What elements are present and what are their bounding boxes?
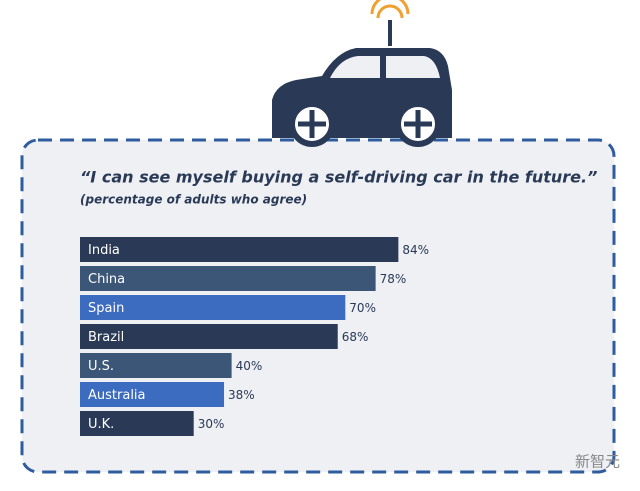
chart-title: “I can see myself buying a self-driving …	[80, 168, 597, 187]
bar	[80, 382, 225, 407]
chart-subtitle: (percentage of adults who agree)	[80, 193, 307, 207]
category-label: Spain	[88, 301, 124, 316]
bar	[80, 266, 376, 291]
category-label: China	[88, 272, 125, 287]
category-label: Australia	[88, 388, 146, 403]
value-label: 40%	[236, 359, 263, 373]
bar	[80, 411, 194, 436]
bar	[80, 295, 346, 320]
value-label: 84%	[402, 243, 429, 257]
value-label: 68%	[342, 330, 369, 344]
category-label: Brazil	[88, 330, 124, 345]
bar	[80, 353, 232, 378]
value-label: 78%	[380, 272, 407, 286]
category-label: U.K.	[88, 417, 114, 432]
watermark: 新智元	[575, 453, 620, 471]
value-label: 70%	[349, 301, 376, 315]
bar	[80, 237, 399, 262]
value-label: 30%	[198, 417, 225, 431]
value-label: 38%	[228, 388, 255, 402]
bar	[80, 324, 338, 349]
category-label: U.S.	[88, 359, 114, 374]
category-label: India	[88, 243, 120, 258]
car-illustration	[272, 0, 452, 147]
